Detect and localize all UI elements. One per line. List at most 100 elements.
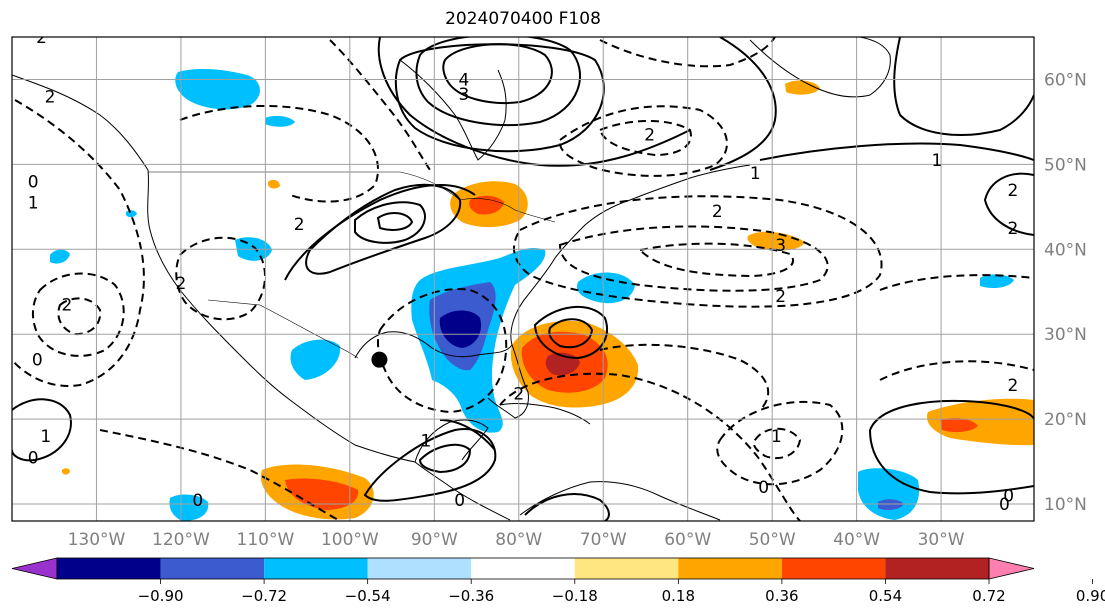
anomaly-negative-east-pacific bbox=[169, 494, 209, 521]
contour-label: 2 bbox=[644, 126, 655, 146]
contour-dashed-15 bbox=[879, 274, 1034, 291]
contour-solid-6 bbox=[354, 201, 426, 244]
contour-dashed-1 bbox=[32, 272, 125, 357]
anomaly-positive-north-atlantic bbox=[785, 80, 820, 95]
anomaly-negative-small-1 bbox=[265, 115, 295, 127]
lat-tick-label: 60°N bbox=[1044, 70, 1087, 90]
contour-solid-18 bbox=[869, 399, 1034, 431]
contour-label: 0 bbox=[999, 495, 1010, 515]
contour-dashed-17 bbox=[99, 429, 341, 521]
contour-solid-12 bbox=[759, 142, 1034, 161]
coastline-gulf-of-mexico bbox=[354, 331, 529, 419]
contour-label: 4 bbox=[458, 70, 469, 90]
lat-tick-label: 20°N bbox=[1044, 410, 1087, 430]
anomaly-negative-tiny bbox=[126, 210, 137, 218]
lon-tick-label: 50°W bbox=[749, 530, 796, 550]
contour-solid-4 bbox=[377, 37, 691, 167]
contour-dashed-7 bbox=[598, 120, 692, 157]
contour-label: 1 bbox=[40, 427, 51, 447]
contour-label: 2 bbox=[294, 215, 305, 235]
contour-dashed-19 bbox=[599, 37, 776, 68]
anomaly-negative-west-small bbox=[50, 249, 70, 264]
contour-dashed-3 bbox=[175, 236, 267, 321]
contour-dashed-18 bbox=[329, 39, 431, 171]
contour-solid-19 bbox=[869, 429, 1034, 495]
contour-solid-17 bbox=[418, 443, 472, 474]
map-frame bbox=[11, 36, 1035, 522]
contour-label: 1 bbox=[750, 164, 761, 184]
contour-label: 0 bbox=[758, 478, 769, 498]
colorbar-tick-label: 0.18 bbox=[662, 587, 695, 605]
anomaly-positive-great-lakes-core bbox=[469, 195, 504, 215]
contour-solid-15 bbox=[12, 398, 72, 462]
contour-solid-9 bbox=[533, 305, 608, 360]
colorbar-tick-label: 0.54 bbox=[869, 587, 902, 605]
contour-dashed-9 bbox=[558, 225, 829, 292]
colorbar-tick-label: −0.36 bbox=[448, 587, 494, 605]
colorbar-segment bbox=[264, 558, 368, 579]
contour-solid-21 bbox=[439, 419, 496, 451]
contour-label: 2 bbox=[712, 202, 723, 222]
contour-label: 3 bbox=[775, 236, 786, 256]
colorbar-tick-label: 0.90 bbox=[1076, 587, 1105, 605]
lon-tick-label: 90°W bbox=[411, 530, 458, 550]
contour-dashed-10 bbox=[637, 242, 795, 278]
map-title: 2024070400 F108 bbox=[445, 9, 601, 29]
contour-dashed-20 bbox=[599, 343, 770, 411]
anomaly-negative-mid-atlantic-core bbox=[878, 499, 904, 511]
colorbar-segment bbox=[367, 558, 472, 579]
colorbar-segment bbox=[885, 558, 989, 579]
colorbar-segment bbox=[471, 558, 575, 579]
colorbar-tick-label: −0.72 bbox=[241, 587, 287, 605]
coastline-east-us bbox=[510, 164, 751, 346]
contour-label: 3 bbox=[458, 85, 469, 105]
colorbar-tick-label: −0.90 bbox=[138, 587, 184, 605]
coastline-south-america bbox=[519, 481, 721, 521]
contour-solid-16 bbox=[363, 428, 497, 502]
anomaly-negative-atlantic bbox=[576, 272, 635, 304]
contour-label: 1 bbox=[28, 194, 39, 214]
anomaly-negative-east-small bbox=[980, 274, 1014, 288]
contour-solid-14 bbox=[983, 172, 1034, 236]
latitude-tick-labels: 10°N 20°N 30°N 40°N 50°N 60°N bbox=[1044, 70, 1087, 515]
contours-positive bbox=[12, 37, 1034, 521]
lat-tick-label: 10°N bbox=[1044, 495, 1087, 515]
location-marker bbox=[371, 351, 388, 368]
border-us-mexico bbox=[207, 299, 359, 359]
contour-label: 2 bbox=[775, 287, 786, 307]
colorbar-tick-label: −0.18 bbox=[552, 587, 598, 605]
contour-label: 2 bbox=[36, 28, 47, 48]
anomaly-negative-mid-atlantic bbox=[858, 468, 920, 520]
lon-tick-label: 70°W bbox=[580, 530, 627, 550]
contour-labels: 43211222322012010220121002020 bbox=[28, 28, 1019, 515]
lon-tick-label: 120°W bbox=[152, 530, 210, 550]
contour-label: 2 bbox=[1007, 219, 1018, 239]
longitude-tick-labels: 130°W 120°W 110°W 100°W 90°W 80°W 70°W 60°W 50°W… bbox=[68, 530, 965, 550]
contour-dashed-14 bbox=[499, 372, 801, 521]
lat-tick-label: 50°N bbox=[1044, 155, 1087, 175]
contour-dashed-13 bbox=[753, 427, 802, 460]
colorbar-tick-label: 0.36 bbox=[765, 587, 798, 605]
colorbar-segment bbox=[160, 558, 265, 579]
contour-dashed-16 bbox=[879, 360, 1034, 381]
border-us-canada bbox=[148, 171, 556, 223]
colorbar-extend-low bbox=[11, 557, 58, 580]
anomaly-positive-mid-atlantic bbox=[747, 231, 805, 251]
contour-label: 2 bbox=[45, 87, 56, 107]
contour-solid-13 bbox=[893, 37, 1034, 136]
lat-tick-label: 30°N bbox=[1044, 325, 1087, 345]
anomaly-positive-east-atlantic-core bbox=[940, 418, 978, 433]
coastline-greenland bbox=[749, 37, 891, 98]
anomaly-negative-minimum bbox=[439, 310, 482, 348]
contour-dashed-2 bbox=[57, 297, 102, 336]
colorbar-segment bbox=[57, 558, 161, 579]
contour-solid-3 bbox=[394, 43, 605, 153]
lon-tick-label: 30°W bbox=[918, 530, 965, 550]
contour-solid-2 bbox=[415, 37, 581, 127]
lon-tick-label: 80°W bbox=[495, 530, 542, 550]
contour-solid-20 bbox=[524, 493, 610, 521]
contour-solid-10 bbox=[548, 318, 594, 349]
contour-label: 2 bbox=[1007, 181, 1018, 201]
hudson-bay bbox=[399, 59, 507, 161]
